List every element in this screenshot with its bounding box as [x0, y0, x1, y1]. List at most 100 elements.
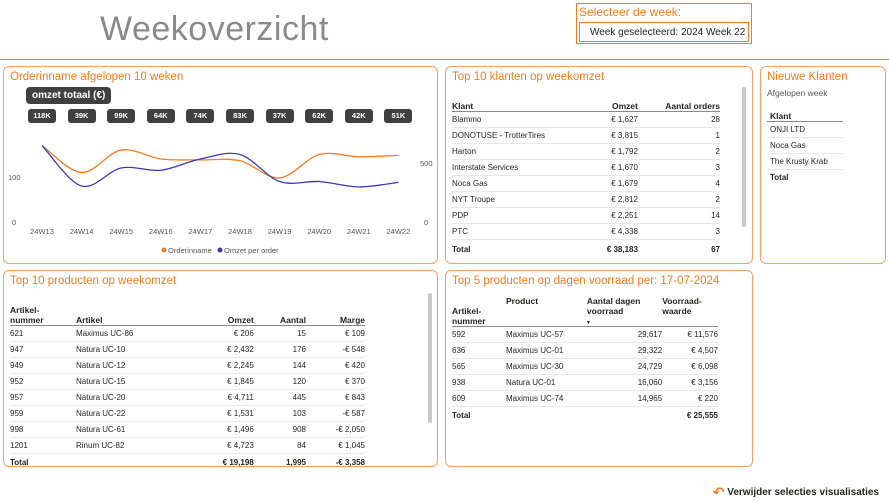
- table-cell: 28: [637, 111, 720, 128]
- col-omzet[interactable]: Omzet: [611, 100, 638, 111]
- col-voorraadwaarde[interactable]: Voorraad-waarde: [662, 296, 702, 316]
- klant-row[interactable]: NYT Troupe € 2,812 2: [452, 191, 720, 208]
- table-cell: Maximus UC-86: [76, 325, 192, 342]
- table-cell: 938: [452, 374, 506, 391]
- x-tick-label: 24W20: [307, 227, 331, 236]
- legend-marker: [161, 247, 167, 253]
- nieuwe-klant-row[interactable]: Noca Gas: [767, 137, 843, 154]
- x-tick-label: 24W21: [347, 227, 371, 236]
- x-tick-label: 24W16: [149, 227, 173, 236]
- voorraad-row[interactable]: 938 Natura UC-01 16,060 € 3,156: [452, 374, 718, 391]
- table-cell: -€ 548: [305, 341, 365, 358]
- table-cell: 621: [10, 325, 76, 342]
- x-tick-label: 24W13: [30, 227, 54, 236]
- series-line-1: [41, 145, 399, 188]
- nieuwe-klanten-subtitle: Afgelopen week: [767, 88, 828, 98]
- product-row[interactable]: 949 Natura UC-12 € 2,245 144 € 420: [10, 357, 365, 374]
- producten-total-row: Total € 19,198 1,995 -€ 3,358: [10, 452, 365, 471]
- series-line-0: [41, 144, 399, 179]
- product-row[interactable]: 957 Natura UC-20 € 4,711 445 € 843: [10, 389, 365, 406]
- product-row[interactable]: 621 Maximus UC-86 € 206 15 € 109: [10, 325, 365, 342]
- legend-label: Orderinname: [168, 246, 212, 255]
- voorraad-row[interactable]: 565 Maximus UC-30 24,729 € 6,098: [452, 358, 718, 375]
- table-cell: Rinum UC-82: [76, 437, 192, 454]
- product-row[interactable]: 998 Natura UC-61 € 1,496 908 -€ 2,050: [10, 421, 365, 438]
- voorraad-total-row: Total € 25,555: [452, 406, 718, 425]
- col-artikelnummer[interactable]: Artikel-nummer: [10, 304, 44, 325]
- col-aantal-dagen[interactable]: Aantal dagen voorraad ▾: [586, 296, 641, 326]
- klanten-scrollbar[interactable]: [742, 87, 746, 227]
- week-slicer[interactable]: Selecteer de week: Week geselecteerd: 20…: [576, 3, 752, 44]
- table-cell: € 370: [305, 373, 365, 390]
- klant-row[interactable]: PTC € 4,338 3: [452, 223, 720, 240]
- table-cell: € 1,531: [191, 405, 254, 422]
- table-cell: € 3,815: [591, 127, 638, 144]
- nieuwe-klant-row[interactable]: The Krusty Krab: [767, 153, 843, 170]
- table-cell: 636: [452, 342, 506, 359]
- table-cell: € 4,338: [591, 223, 638, 240]
- table-cell: € 1,679: [591, 175, 638, 192]
- product-row[interactable]: 959 Natura UC-22 € 1,531 103 -€ 587: [10, 405, 365, 422]
- nieuwe-klant-row[interactable]: ONJI LTD: [767, 121, 843, 138]
- col-product[interactable]: Product: [506, 296, 539, 306]
- klant-row[interactable]: Noca Gas € 1,679 4: [452, 175, 720, 192]
- col-aantal-orders[interactable]: Aantal orders: [665, 100, 720, 111]
- table-cell: € 3,156: [662, 374, 718, 391]
- table-cell: 908: [253, 421, 306, 438]
- legend-label: Omzet per order: [224, 246, 279, 255]
- table-cell: € 4,507: [662, 342, 718, 359]
- col-klant[interactable]: Klant: [770, 110, 792, 121]
- omzet-totaal-pill: omzet totaal (€): [26, 87, 112, 104]
- table-cell: € 109: [305, 325, 365, 342]
- col-omzet[interactable]: Omzet: [227, 314, 254, 325]
- klant-row[interactable]: Blammo € 1,627 28: [452, 111, 720, 128]
- voorraad-row[interactable]: 609 Maximus UC-74 14,965 € 220: [452, 390, 718, 407]
- x-tick-label: 24W14: [70, 227, 94, 236]
- reset-selections-label: Verwijder selecties visualisaties: [727, 487, 879, 499]
- reset-selections-button[interactable]: ↶ Verwijder selecties visualisaties: [713, 484, 879, 501]
- table-cell: 949: [10, 357, 76, 374]
- week-slicer-label: Selecteer de week:: [579, 5, 682, 19]
- table-cell: 592: [452, 326, 506, 343]
- nieuwe-total: Total: [767, 168, 843, 185]
- table-cell: 103: [253, 405, 306, 422]
- table-cell: € 11,576: [662, 326, 718, 343]
- table-cell: € 1,045: [305, 437, 365, 454]
- klant-row[interactable]: Harton € 1,792 2: [452, 143, 720, 160]
- x-tick-label: 24W18: [228, 227, 252, 236]
- col-aantal[interactable]: Aantal: [280, 314, 306, 325]
- table-cell: Harton: [452, 143, 592, 160]
- product-row[interactable]: 952 Natura UC-15 € 1,845 120 € 370: [10, 373, 365, 390]
- table-cell: 959: [10, 405, 76, 422]
- producten-scrollbar[interactable]: [428, 293, 432, 423]
- table-cell: 3: [637, 159, 720, 176]
- klant-row[interactable]: PDP € 2,251 14: [452, 207, 720, 224]
- kpi-pill: 62K: [305, 109, 334, 123]
- producten-panel: Top 10 producten op weekomzet Artikel-nu…: [3, 270, 438, 471]
- table-cell: 998: [10, 421, 76, 438]
- voorraad-panel: Top 5 producten op dagen voorraad per: 1…: [445, 270, 753, 467]
- producten-panel-title: Top 10 producten op weekomzet: [10, 275, 177, 287]
- klant-row[interactable]: DONOTUSE - TrotterTires € 3,815 1: [452, 127, 720, 144]
- table-cell: 2: [637, 191, 720, 208]
- col-artikel[interactable]: Artikel: [76, 314, 103, 325]
- table-cell: Natura UC-01: [506, 374, 587, 391]
- orders-panel-title: Orderinname afgelopen 10 weken: [10, 71, 184, 83]
- week-slicer-value[interactable]: Week geselecteerd: 2024 Week 22: [579, 22, 749, 42]
- klanten-panel: Top 10 klanten op weekomzet Klant Omzet …: [445, 66, 753, 264]
- voorraad-row[interactable]: 592 Maximus UC-57 29,617 € 11,576: [452, 326, 718, 343]
- voorraad-row[interactable]: 636 Maximus UC-01 29,322 € 4,507: [452, 342, 718, 359]
- col-klant[interactable]: Klant: [452, 100, 474, 111]
- table-cell: Maximus UC-57: [506, 326, 587, 343]
- table-cell: 952: [10, 373, 76, 390]
- product-row[interactable]: 947 Natura UC-10 € 2,432 176 -€ 548: [10, 341, 365, 358]
- table-cell: Natura UC-61: [76, 421, 192, 438]
- table-cell: € 1,792: [591, 143, 638, 160]
- col-marge[interactable]: Marge: [339, 314, 365, 325]
- klant-row[interactable]: Interstate Services € 1,670 3: [452, 159, 720, 176]
- col-artikelnummer[interactable]: Artikel-nummer: [452, 306, 486, 326]
- product-row[interactable]: 1201 Rinum UC-82 € 4,723 84 € 1,045: [10, 437, 365, 454]
- table-cell: € 206: [191, 325, 254, 342]
- table-cell: 3: [637, 223, 720, 240]
